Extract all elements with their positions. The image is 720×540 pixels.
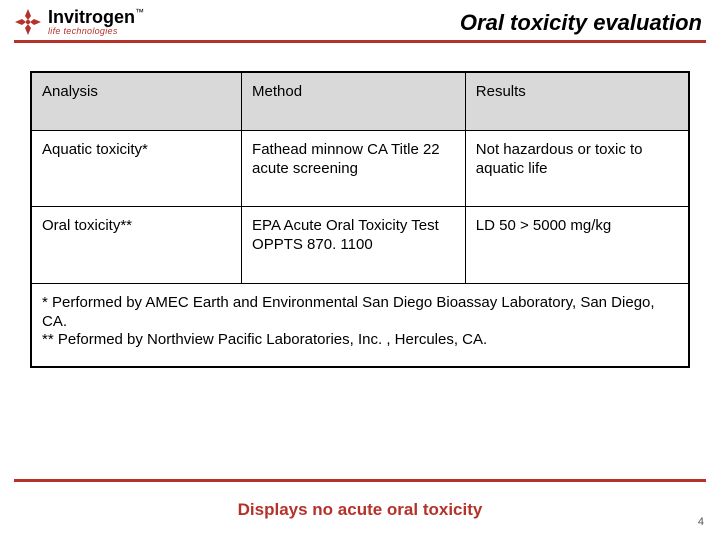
col-method: Method: [242, 72, 466, 130]
brand-logo-block: Invitrogen™ life technologies: [12, 6, 144, 38]
table-footnote-row: * Performed by AMEC Earth and Environmen…: [31, 283, 689, 367]
cell-analysis: Oral toxicity**: [31, 207, 242, 284]
page-number: 4: [698, 516, 704, 528]
cell-method: Fathead minnow CA Title 22 acute screeni…: [242, 130, 466, 207]
cell-results: Not hazardous or toxic to aquatic life: [465, 130, 689, 207]
slide-header: Invitrogen™ life technologies Oral toxic…: [0, 0, 720, 38]
footnote-text: * Performed by AMEC Earth and Environmen…: [42, 294, 655, 349]
slide-title: Oral toxicity evaluation: [144, 10, 702, 38]
brand-text: Invitrogen™ life technologies: [48, 8, 144, 36]
brand-logo-icon: [12, 6, 44, 38]
cell-analysis: Aquatic toxicity*: [31, 130, 242, 207]
table-header-row: Analysis Method Results: [31, 72, 689, 130]
footnote-cell: * Performed by AMEC Earth and Environmen…: [31, 283, 689, 367]
toxicity-table: Analysis Method Results Aquatic toxicity…: [30, 71, 690, 368]
footer-tagline: Displays no acute oral toxicity: [0, 500, 720, 520]
brand-tagline: life technologies: [48, 27, 144, 36]
cell-results: LD 50 > 5000 mg/kg: [465, 207, 689, 284]
col-results: Results: [465, 72, 689, 130]
footer-divider: [14, 479, 706, 482]
brand-name: Invitrogen™: [48, 8, 144, 27]
cell-method: EPA Acute Oral Toxicity Test OPPTS 870. …: [242, 207, 466, 284]
table-row: Oral toxicity** EPA Acute Oral Toxicity …: [31, 207, 689, 284]
content-area: Analysis Method Results Aquatic toxicity…: [0, 43, 720, 368]
col-analysis: Analysis: [31, 72, 242, 130]
table-row: Aquatic toxicity* Fathead minnow CA Titl…: [31, 130, 689, 207]
